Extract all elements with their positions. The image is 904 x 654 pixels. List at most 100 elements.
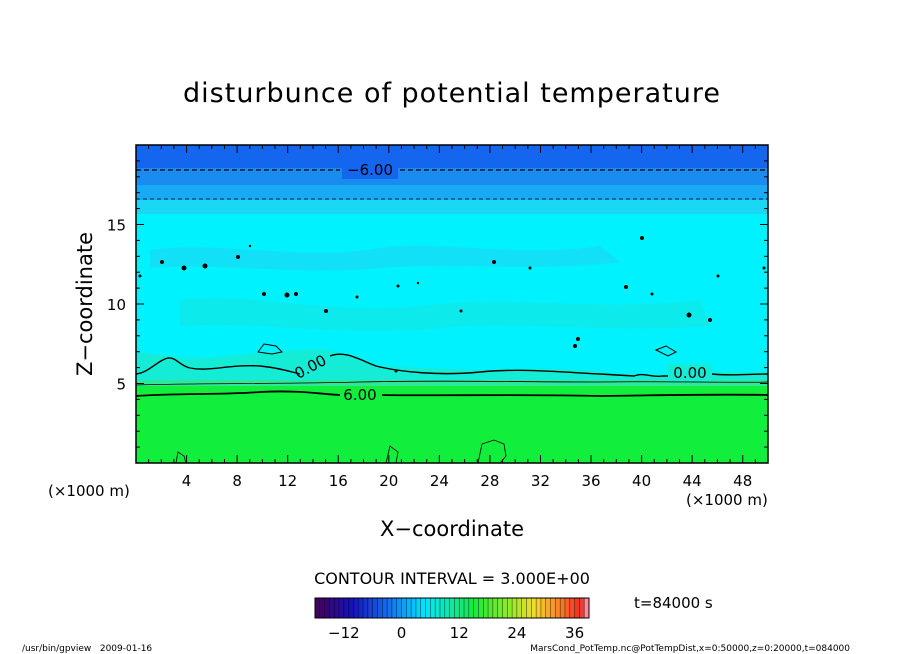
contour-label-6: 6.00 xyxy=(343,386,376,404)
contour-lines xyxy=(135,169,769,464)
x-tick-label: 28 xyxy=(480,472,499,490)
x-tick-label: 20 xyxy=(379,472,398,490)
colorbar-swatch xyxy=(401,598,407,618)
footer-left: /usr/bin/gpview 2009-01-16 xyxy=(22,644,152,654)
colorbar-swatch xyxy=(430,598,436,618)
colorbar-swatch xyxy=(343,598,349,618)
y-tick-label: 5 xyxy=(116,376,126,394)
x-tick-label: 36 xyxy=(581,472,600,490)
colorbar-swatch xyxy=(521,598,527,618)
colorbar-tick-label: 36 xyxy=(565,624,584,642)
colorbar-swatch xyxy=(324,598,330,618)
x-tick-label: 16 xyxy=(329,472,348,490)
colorbar-tick-label: 24 xyxy=(507,624,526,642)
colorbar-swatch xyxy=(564,598,571,618)
colorbar-tick-label: −12 xyxy=(328,624,360,642)
colorbar-swatch xyxy=(382,598,388,618)
footer-right: MarsCond_PotTemp.nc@PotTempDist,x=0:5000… xyxy=(530,644,850,654)
colorbar-tick-label: 0 xyxy=(397,624,407,642)
colorbar-swatch xyxy=(411,598,417,618)
colorbar-swatch xyxy=(526,598,532,618)
colorbar-swatch xyxy=(425,598,431,618)
colorbar-swatch xyxy=(483,598,489,618)
x-axis-label: X−coordinate xyxy=(380,517,524,541)
contour-fill xyxy=(136,145,768,463)
colorbar-swatch xyxy=(348,598,354,618)
time-label: t=84000 s xyxy=(634,594,713,612)
colorbar-swatch xyxy=(560,598,566,618)
colorbar-swatch xyxy=(396,598,402,618)
x-tick-label: 4 xyxy=(182,472,192,490)
colorbar-swatch xyxy=(372,598,378,618)
y-axis-ticks xyxy=(136,160,768,448)
colorbar-swatch xyxy=(353,598,359,618)
colorbar-swatch xyxy=(550,598,556,618)
x-tick-label: 40 xyxy=(632,472,651,490)
colorbar-swatch xyxy=(435,598,441,618)
colorbar-swatch xyxy=(584,598,590,618)
colorbar-swatch xyxy=(334,598,340,618)
colorbar-swatch xyxy=(454,598,460,618)
y-axis-tick-labels: 5 10 15 xyxy=(107,217,126,394)
colorbar-swatch xyxy=(512,598,518,618)
contour-spots xyxy=(138,236,766,373)
chart-title: disturbunce of potential temperature xyxy=(183,78,721,109)
x-axis-tick-labels: 4 8 12 16 20 24 28 32 36 40 44 48 xyxy=(182,472,752,490)
colorbar-swatch xyxy=(502,598,508,618)
colorbar xyxy=(314,598,590,618)
colorbar-swatch xyxy=(339,598,345,618)
y-tick-label: 10 xyxy=(107,296,126,314)
colorbar-swatch xyxy=(377,598,383,618)
contour-label-zero-b: 0.00 xyxy=(673,364,706,382)
colorbar-swatch xyxy=(531,598,537,618)
colorbar-swatch xyxy=(507,598,513,618)
colorbar-swatch xyxy=(492,598,498,618)
x-tick-label: 44 xyxy=(683,472,702,490)
colorbar-swatch xyxy=(468,598,474,618)
x-tick-label: 8 xyxy=(232,472,242,490)
colorbar-tick-labels: −12 0 12 24 36 xyxy=(328,624,584,642)
colorbar-swatch xyxy=(536,598,542,618)
colorbar-swatch xyxy=(420,598,426,618)
x-tick-label: 24 xyxy=(430,472,449,490)
colorbar-swatch xyxy=(574,598,580,618)
contour-interval-label: CONTOUR INTERVAL = 3.000E+00 xyxy=(314,569,590,588)
colorbar-swatch xyxy=(488,598,494,618)
x-axis-ticks xyxy=(148,145,756,463)
colorbar-swatch xyxy=(516,598,523,618)
colorbar-swatch xyxy=(387,598,393,618)
colorbar-swatch xyxy=(473,598,479,618)
y-axis-label: Z−coordinate xyxy=(73,232,97,376)
colorbar-swatch xyxy=(569,598,575,618)
contour-label-minus6: −6.00 xyxy=(347,161,393,179)
colorbar-swatch xyxy=(415,598,422,618)
colorbar-swatch xyxy=(444,598,450,618)
colorbar-swatch xyxy=(464,598,470,618)
colorbar-swatch xyxy=(459,598,465,618)
colorbar-swatch xyxy=(363,598,369,618)
x-tick-label: 48 xyxy=(733,472,752,490)
colorbar-swatch xyxy=(406,598,412,618)
x-unit-right: (×1000 m) xyxy=(686,491,768,509)
contour-label-group: −6.00 0.00 0.00 6.00 xyxy=(291,160,712,404)
x-tick-label: 12 xyxy=(278,472,297,490)
colorbar-swatch xyxy=(439,598,446,618)
colorbar-swatch xyxy=(449,598,455,618)
colorbar-tick-label: 12 xyxy=(450,624,469,642)
colorbar-swatch xyxy=(329,598,335,618)
colorbar-swatch xyxy=(555,598,561,618)
y-tick-label: 15 xyxy=(107,217,126,235)
colorbar-swatch xyxy=(391,598,398,618)
colorbar-swatch xyxy=(367,598,373,618)
colorbar-swatch xyxy=(540,598,547,618)
colorbar-swatch xyxy=(579,598,585,618)
colorbar-swatch xyxy=(319,598,325,618)
x-tick-label: 32 xyxy=(531,472,550,490)
colorbar-swatch xyxy=(315,598,321,618)
colorbar-swatch xyxy=(358,598,364,618)
colorbar-swatch xyxy=(545,598,551,618)
colorbar-frame xyxy=(314,597,590,619)
x-unit-left: (×1000 m) xyxy=(48,482,130,500)
colorbar-swatch xyxy=(478,598,484,618)
